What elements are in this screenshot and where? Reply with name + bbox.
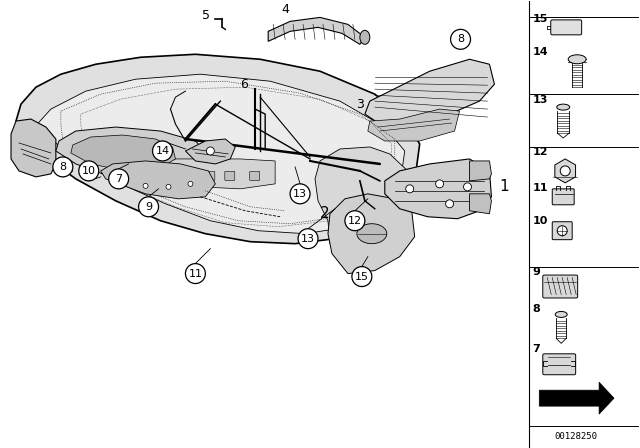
Polygon shape <box>31 74 404 234</box>
Text: 11: 11 <box>188 268 202 279</box>
Circle shape <box>445 200 454 208</box>
Text: 7: 7 <box>115 174 122 184</box>
Text: 9: 9 <box>145 202 152 212</box>
Circle shape <box>206 147 214 155</box>
Text: 10: 10 <box>532 216 548 226</box>
FancyBboxPatch shape <box>185 172 195 181</box>
Circle shape <box>557 226 567 236</box>
Text: 10: 10 <box>82 166 96 176</box>
Ellipse shape <box>357 224 387 244</box>
Polygon shape <box>540 382 614 414</box>
Text: 5: 5 <box>202 9 211 22</box>
Ellipse shape <box>556 311 567 318</box>
Text: 8: 8 <box>457 34 464 44</box>
Ellipse shape <box>360 30 370 44</box>
Circle shape <box>166 185 171 190</box>
Circle shape <box>109 169 129 189</box>
Polygon shape <box>11 119 56 177</box>
Text: 15: 15 <box>532 14 548 24</box>
Text: 9: 9 <box>532 267 540 276</box>
Text: 11: 11 <box>532 183 548 193</box>
Polygon shape <box>470 161 492 181</box>
Circle shape <box>53 157 73 177</box>
Text: 1: 1 <box>499 179 509 194</box>
Text: 12: 12 <box>532 147 548 157</box>
Polygon shape <box>100 161 215 199</box>
FancyBboxPatch shape <box>552 222 572 240</box>
Text: 8: 8 <box>60 162 67 172</box>
FancyBboxPatch shape <box>543 275 578 298</box>
Circle shape <box>186 263 205 284</box>
FancyBboxPatch shape <box>205 172 215 181</box>
Polygon shape <box>365 59 495 124</box>
Text: 00128250: 00128250 <box>555 431 598 440</box>
Text: 14: 14 <box>532 47 548 57</box>
Circle shape <box>143 183 148 188</box>
Polygon shape <box>368 109 460 141</box>
Polygon shape <box>315 147 410 244</box>
Circle shape <box>290 184 310 204</box>
FancyBboxPatch shape <box>250 172 260 181</box>
Circle shape <box>345 211 365 231</box>
Text: 2: 2 <box>320 206 330 221</box>
FancyBboxPatch shape <box>225 172 235 181</box>
FancyBboxPatch shape <box>165 172 175 181</box>
Polygon shape <box>268 17 365 44</box>
Text: 14: 14 <box>156 146 170 156</box>
Ellipse shape <box>568 55 586 64</box>
Polygon shape <box>56 127 211 184</box>
Circle shape <box>436 180 444 188</box>
Circle shape <box>352 267 372 287</box>
Ellipse shape <box>557 104 570 110</box>
Circle shape <box>451 30 470 49</box>
Circle shape <box>79 161 99 181</box>
Text: 12: 12 <box>348 216 362 226</box>
FancyBboxPatch shape <box>551 20 582 35</box>
Text: 13: 13 <box>532 95 548 105</box>
Text: 15: 15 <box>355 271 369 281</box>
Text: 8: 8 <box>532 305 540 314</box>
Text: 7: 7 <box>532 345 540 354</box>
FancyBboxPatch shape <box>543 354 575 375</box>
Circle shape <box>406 185 413 193</box>
Circle shape <box>152 141 172 161</box>
Polygon shape <box>71 135 175 171</box>
Polygon shape <box>186 139 236 164</box>
Polygon shape <box>156 159 275 189</box>
Circle shape <box>560 166 570 176</box>
Polygon shape <box>328 194 415 274</box>
Text: 6: 6 <box>240 78 248 91</box>
Circle shape <box>463 183 472 191</box>
Text: 13: 13 <box>301 234 315 244</box>
Polygon shape <box>16 54 420 244</box>
Circle shape <box>118 178 123 183</box>
Circle shape <box>188 181 193 186</box>
Polygon shape <box>385 159 492 219</box>
Text: 13: 13 <box>293 189 307 199</box>
Circle shape <box>139 197 159 217</box>
Text: 3: 3 <box>356 98 364 111</box>
FancyBboxPatch shape <box>552 189 574 205</box>
Text: 4: 4 <box>281 4 289 17</box>
Polygon shape <box>470 194 492 214</box>
Circle shape <box>298 229 318 249</box>
